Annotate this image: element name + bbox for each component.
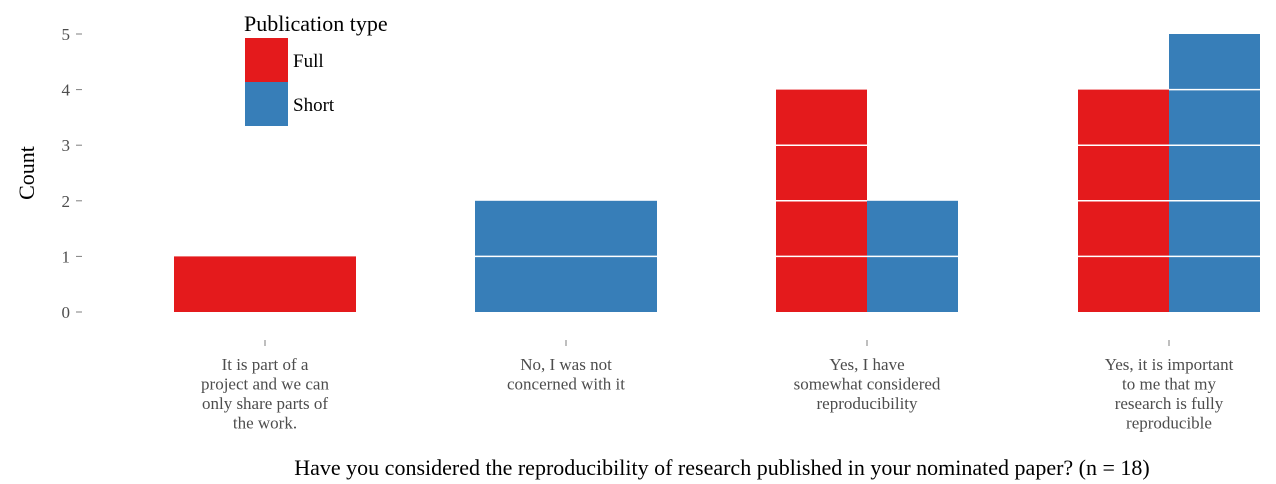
legend-title: Publication type: [244, 11, 388, 36]
legend: Publication type Full Short: [244, 11, 388, 126]
x-axis: It is part of a project and we can only sh…: [201, 340, 1234, 433]
x-tick-label: Yes, I have somewhat considered reproducib…: [794, 355, 941, 413]
y-tick-label: 2: [62, 192, 71, 211]
legend-label-short: Short: [293, 95, 335, 116]
y-axis: 0 1 2 3 4 5: [62, 25, 82, 322]
x-axis-title: Have you considered the reproducibility …: [294, 455, 1149, 480]
y-tick-label: 4: [62, 81, 71, 100]
bar-full-0: [174, 256, 356, 312]
y-tick-label: 0: [62, 303, 71, 322]
legend-swatch-short: [245, 82, 288, 126]
legend-swatch-full: [245, 38, 288, 82]
y-tick-label: 1: [62, 247, 71, 266]
bars-layer: [174, 34, 1260, 312]
y-tick-label: 3: [62, 136, 71, 155]
y-tick-label: 5: [62, 25, 71, 44]
x-tick-label: Yes, it is important to me that my researc…: [1105, 355, 1234, 433]
bar-short-3: [1169, 34, 1260, 312]
legend-items: Full Short: [245, 38, 335, 126]
x-tick-label: No, I was not concerned with it: [507, 355, 625, 394]
x-tick-label: It is part of a project and we can only sh…: [201, 355, 329, 433]
y-axis-title: Count: [14, 146, 39, 200]
legend-label-full: Full: [293, 51, 324, 72]
